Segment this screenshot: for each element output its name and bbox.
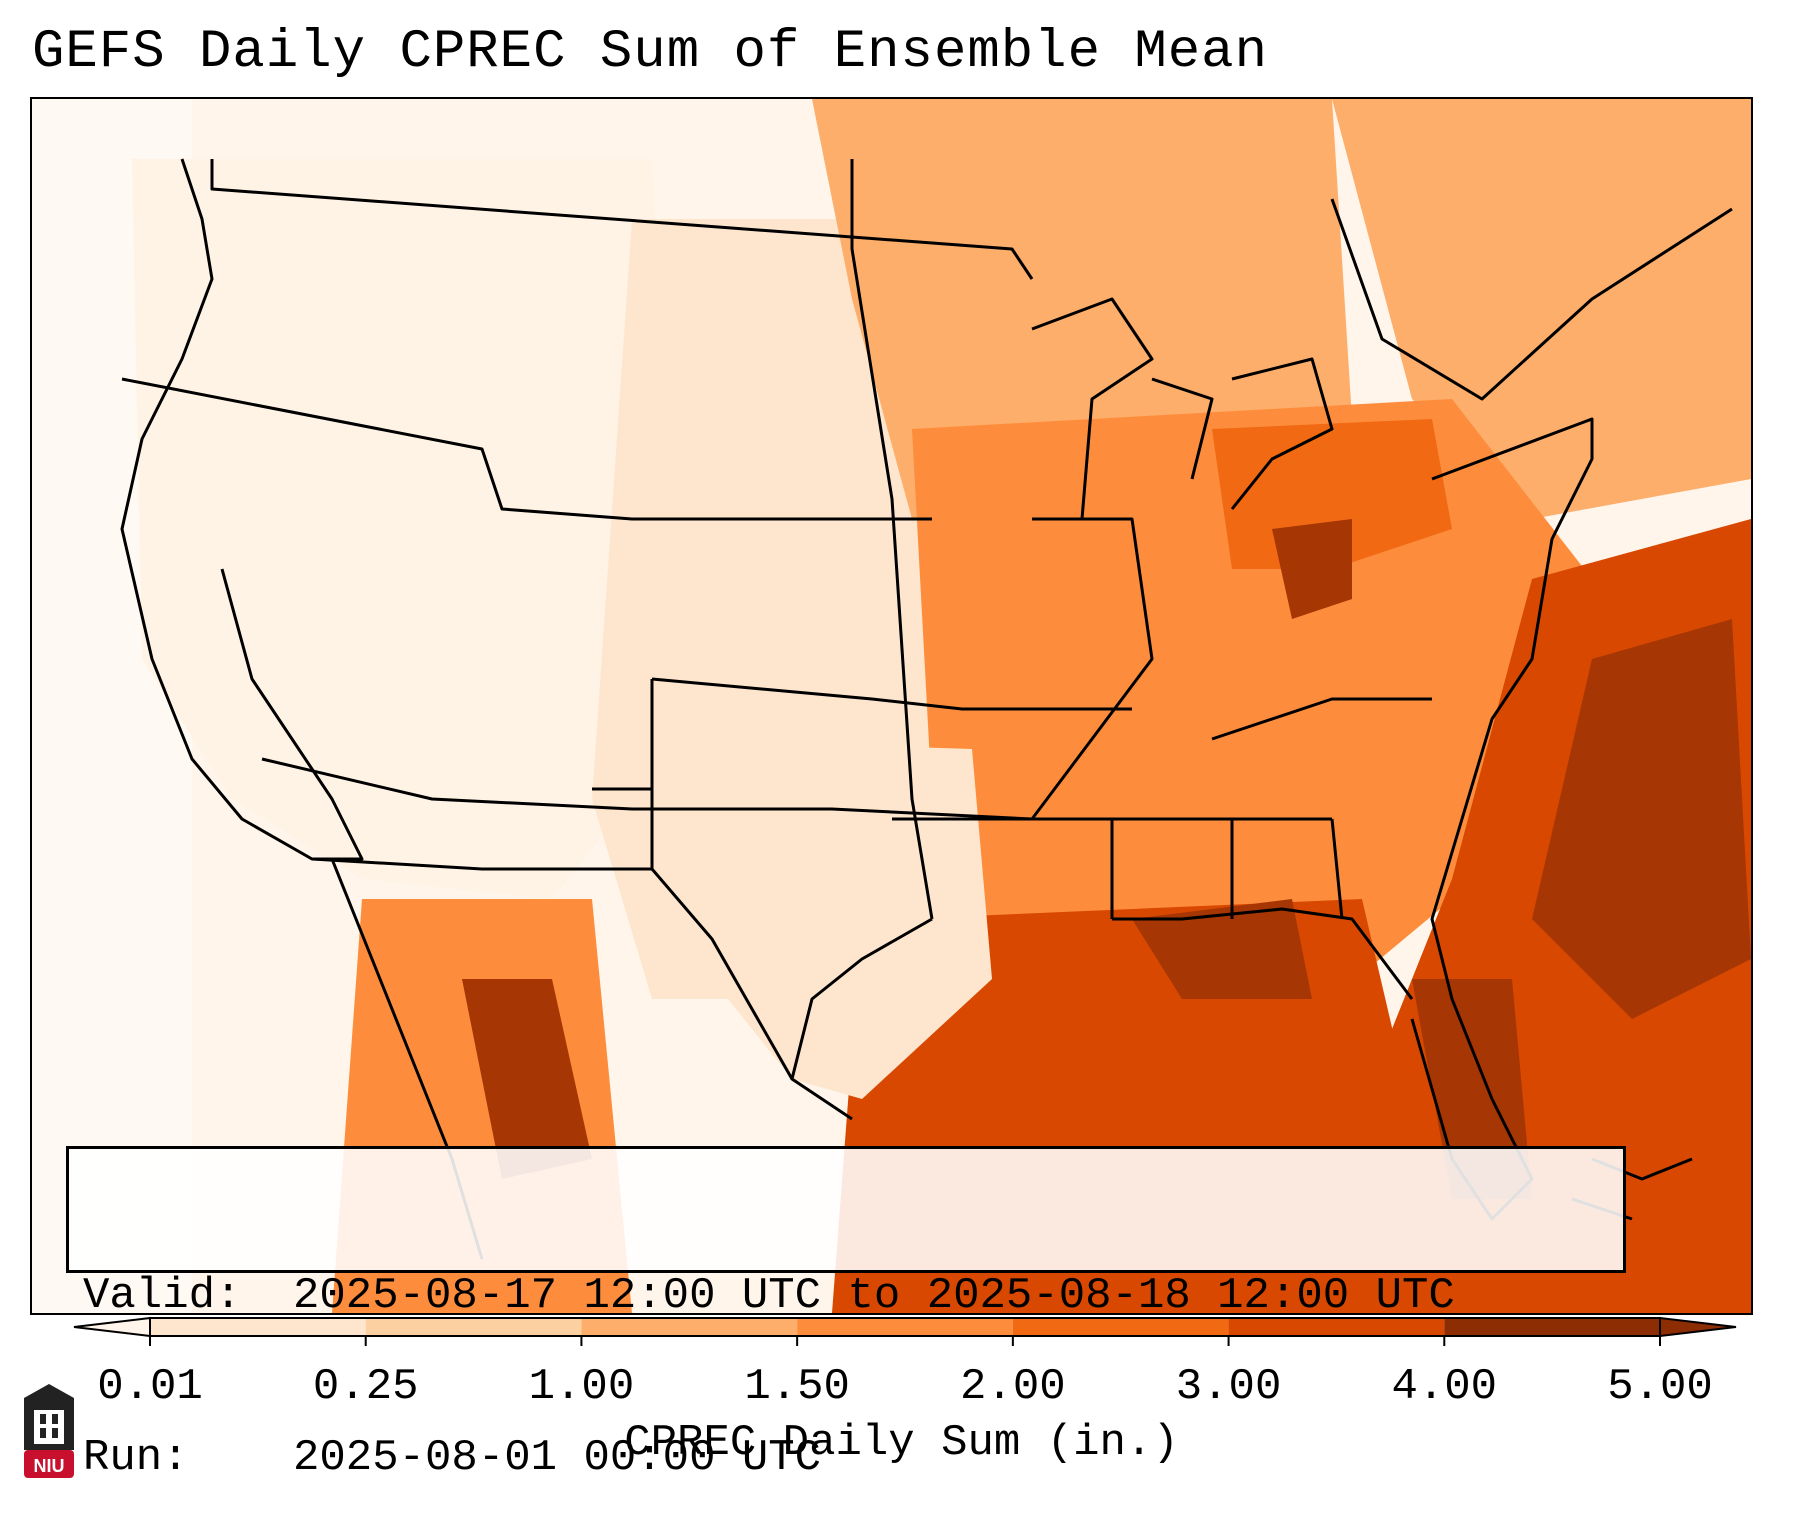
colorbar-outline (149, 1317, 1661, 1337)
colorbar-segment (1228, 1318, 1445, 1336)
state-line-south (311, 857, 652, 871)
eastern-us-region (912, 399, 1592, 999)
gulf-coast-line (1112, 907, 1414, 1000)
colorbar-segment (365, 1318, 582, 1336)
niu-logo: NIU (20, 1384, 78, 1480)
colorbar-tick-label: 2.00 (960, 1362, 1066, 1412)
west-coast-line (120, 158, 364, 861)
ok-line (651, 677, 1132, 711)
western-mexico-maximum (462, 979, 592, 1179)
colorbar-svg (73, 1316, 1737, 1346)
rio-grande-line (650, 868, 794, 1080)
map-canvas (32, 99, 1751, 1313)
run-label: Run: (83, 1433, 189, 1483)
texas-region (662, 739, 992, 1099)
colorbar-segment (1012, 1318, 1229, 1336)
boundary-lines (120, 158, 1733, 1260)
niu-logo-graphic: NIU (24, 1384, 74, 1478)
colorbar-max-extension (1659, 1316, 1737, 1338)
valid-value: 2025-08-17 12:00 UTC to 2025-08-18 12:00… (293, 1271, 1455, 1321)
state-line-middle (261, 757, 1033, 821)
florida-maximum (1412, 979, 1532, 1199)
valid-run-info-box: Valid: 2025-08-17 12:00 UTC to 2025-08-18… (66, 1146, 1626, 1483)
colorbar-tick-label: 1.50 (744, 1362, 850, 1412)
gulf-states-lines (1110, 818, 1344, 920)
pennsylvania-region (1212, 419, 1452, 569)
run-value: 2025-08-01 00:00 UTC (293, 1433, 822, 1483)
great-lakes-lines (1031, 297, 1334, 520)
valid-label: Valid: (83, 1271, 242, 1321)
colorbar-tick-label: 0.01 (97, 1362, 203, 1412)
state-line-north (121, 377, 932, 521)
colorbar-tick-label: 3.00 (1175, 1362, 1282, 1412)
colorbar-min-extension (73, 1316, 151, 1338)
tn-nc-line (1211, 697, 1432, 741)
atlantic-maximum (1532, 619, 1751, 1019)
colorbar-title: CPREC Daily Sum (in.) (624, 1418, 1179, 1468)
precip-map (30, 97, 1753, 1315)
northern-border (210, 159, 1034, 280)
colorbar-tick-label: 5.00 (1607, 1362, 1713, 1412)
colorbar-segment (797, 1318, 1013, 1336)
colorbar (70, 1310, 1740, 1370)
colorbar-tick-label: 1.00 (528, 1362, 635, 1412)
texas-coast-line (790, 917, 933, 1121)
gulf-coast-maximum (1132, 899, 1312, 999)
colorbar-segment (1444, 1318, 1660, 1336)
colorbar-segment (150, 1318, 366, 1336)
wv-maximum (1272, 519, 1352, 619)
colorbar-tick-label: 4.00 (1391, 1362, 1498, 1412)
western-us-region (132, 159, 672, 899)
colorbar-tick-label: 0.25 (312, 1362, 419, 1412)
page-title: GEFS Daily CPREC Sum of Ensemble Mean (32, 22, 1268, 83)
canada-east-lines (1330, 198, 1733, 401)
valid-row: Valid: 2025-08-17 12:00 UTC to 2025-08-18… (83, 1269, 1609, 1323)
logo-text: NIU (34, 1456, 65, 1476)
colorbar-segment (581, 1318, 798, 1336)
run-row: Run: 2025-08-01 00:00 UTC (83, 1431, 1609, 1485)
nm-tx-border (592, 679, 654, 869)
central-border (850, 159, 934, 920)
